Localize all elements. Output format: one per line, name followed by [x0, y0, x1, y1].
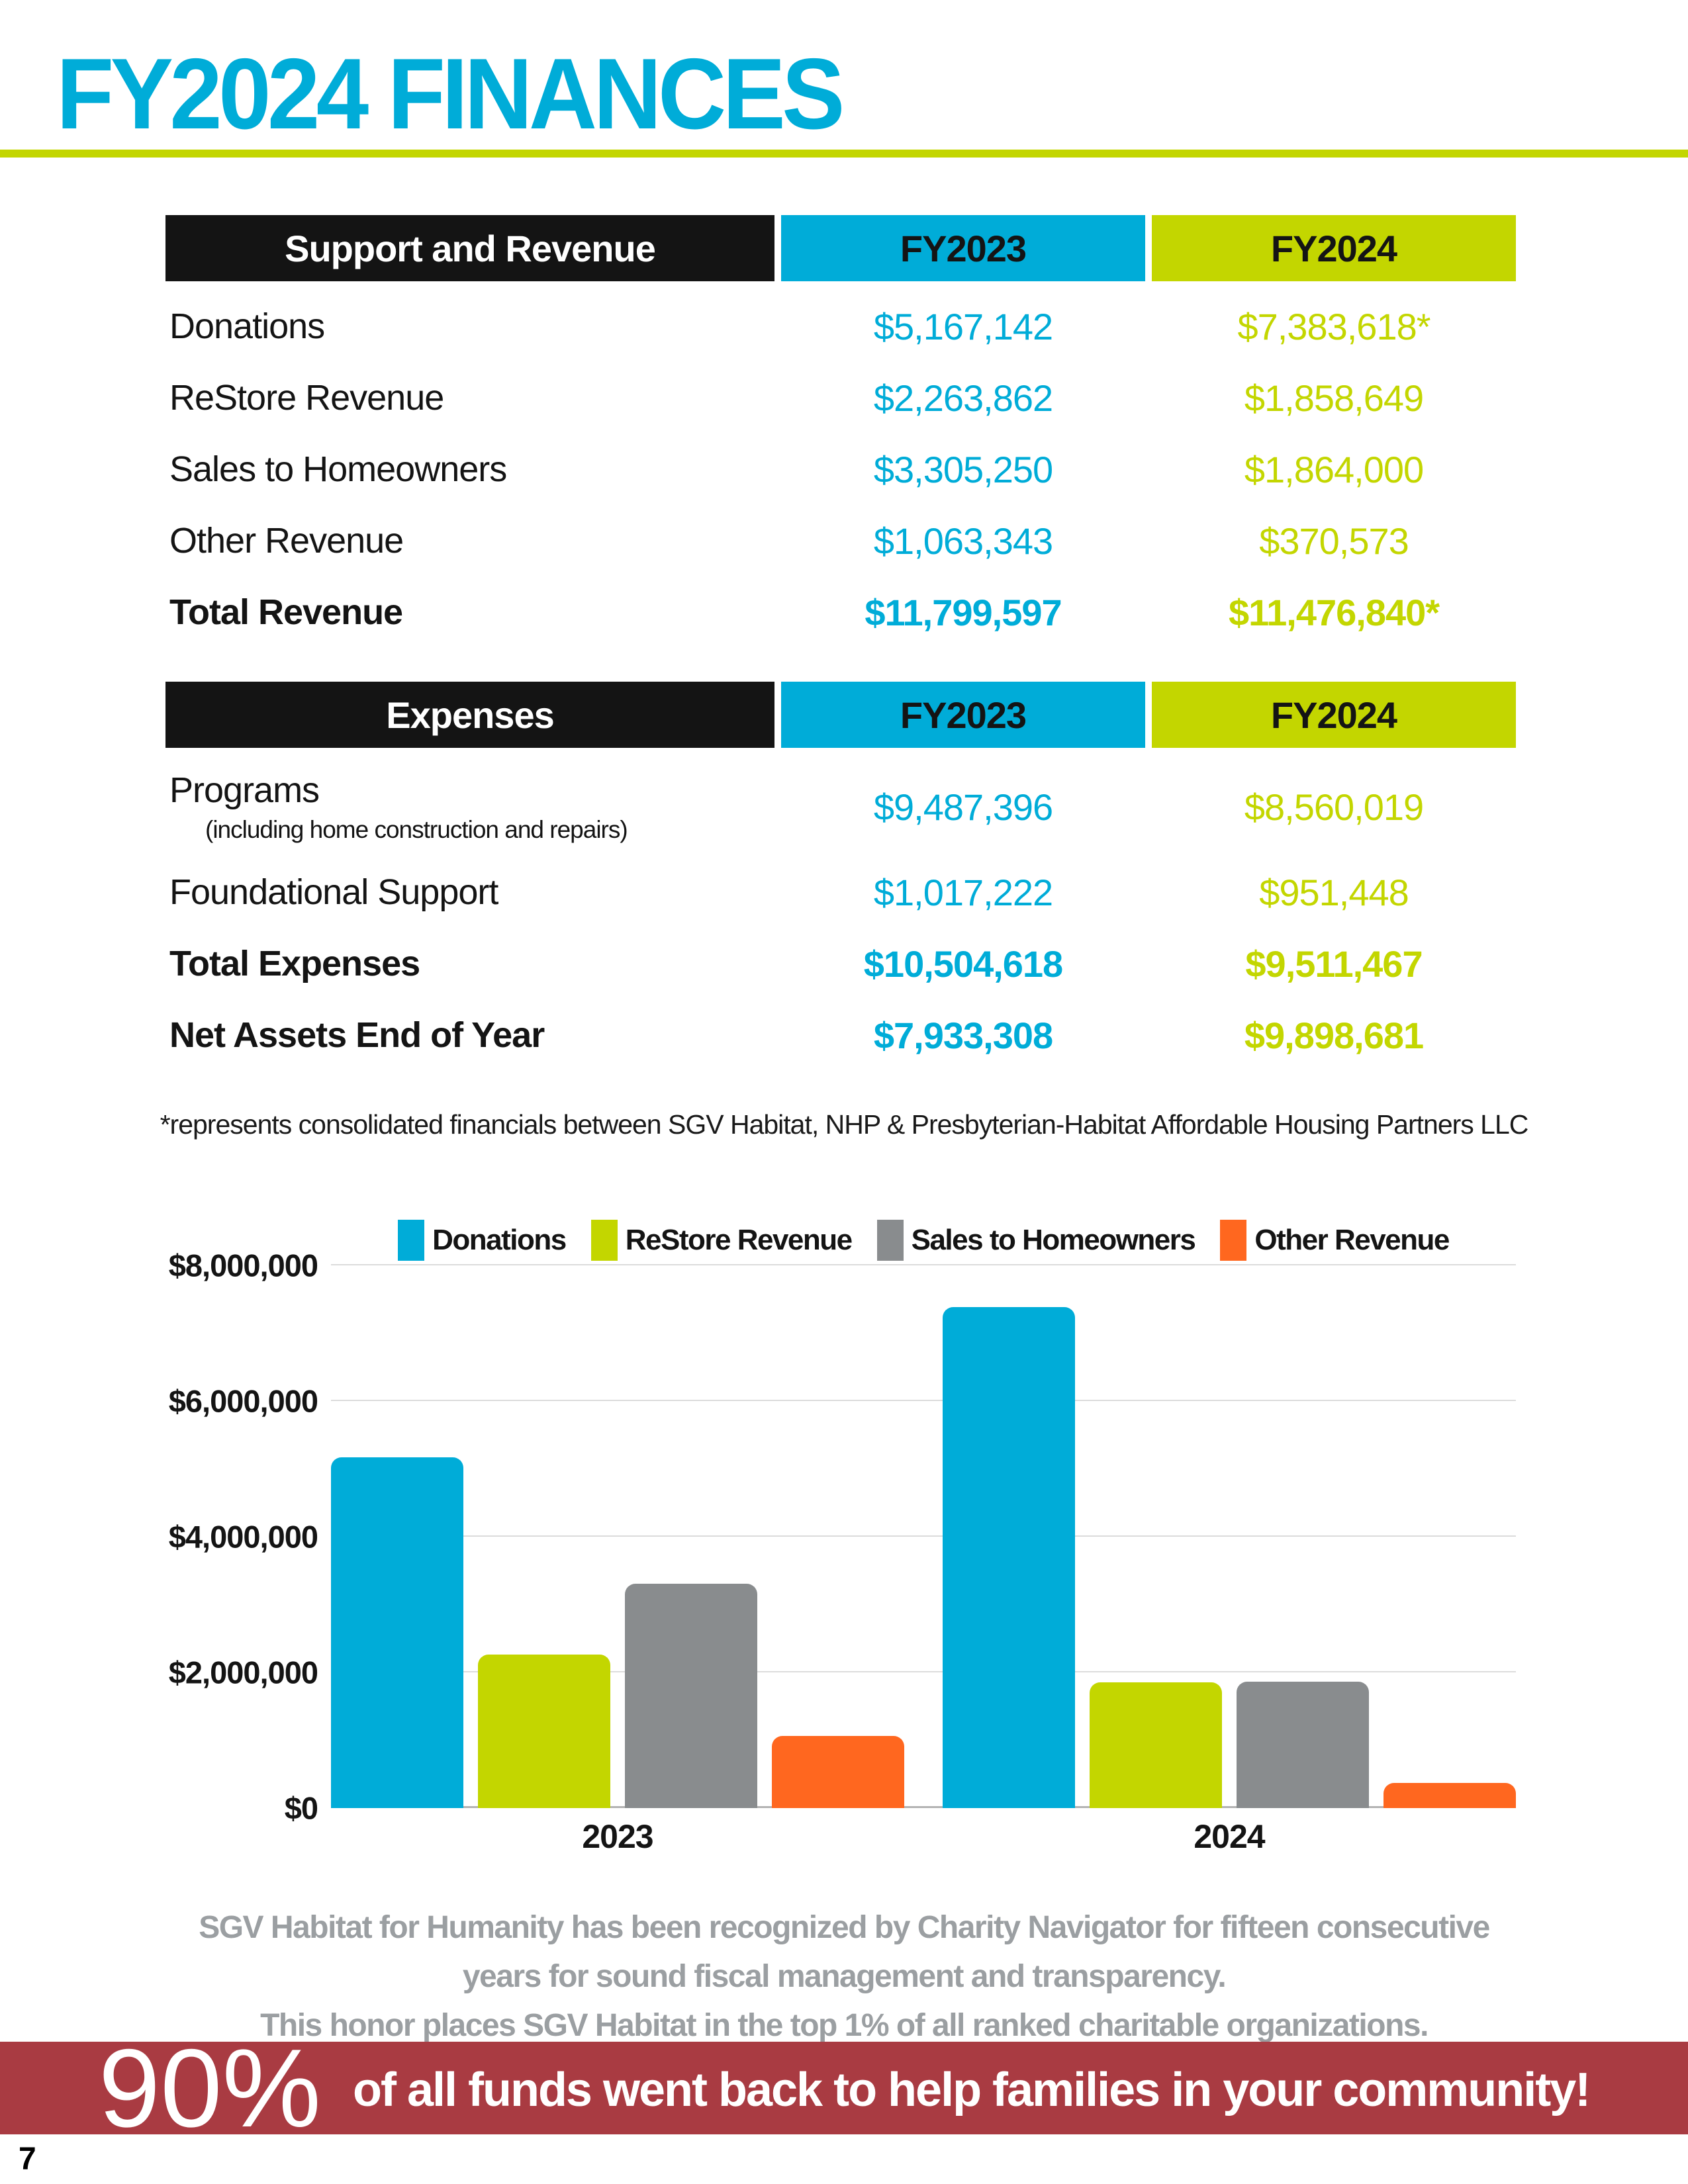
revenue-header-fy2024: FY2024 — [1152, 215, 1516, 281]
row-label: Donations — [169, 306, 325, 346]
fy2024-value: $951,448 — [1259, 871, 1409, 913]
legend-item-other-revenue: Other Revenue — [1220, 1220, 1450, 1261]
title-underline-rule — [0, 150, 1688, 158]
fy2024-value: $8,560,019 — [1244, 786, 1424, 828]
recognition-line: SGV Habitat for Humanity has been recogn… — [199, 1910, 1490, 1945]
consolidation-footnote: *represents consolidated financials betw… — [160, 1109, 1529, 1140]
expenses-table: Expenses FY2023 FY2024 Programs (includi… — [165, 682, 1516, 1071]
fy2023-value: $7,933,308 — [873, 1014, 1053, 1056]
table-row: Sales to Homeowners $3,305,250 $1,864,00… — [165, 433, 1516, 505]
chart-x-axis: 2023 2024 — [331, 1817, 1516, 1856]
fy2024-value: $9,898,681 — [1244, 1014, 1424, 1056]
fy2023-value: $1,063,343 — [873, 520, 1053, 562]
y-tick-label: $6,000,000 — [168, 1383, 318, 1419]
table-row: Donations $5,167,142 $7,383,618* — [165, 291, 1516, 362]
gridline — [331, 1400, 1516, 1401]
row-label: Foundational Support — [169, 872, 498, 912]
fy2023-value: $10,504,618 — [863, 942, 1063, 985]
bar-group-2023 — [331, 1265, 904, 1808]
expenses-header-label: Expenses — [165, 682, 774, 748]
bar-restore-revenue-2023 — [478, 1654, 610, 1808]
legend-swatch-donations — [398, 1220, 425, 1261]
impact-banner: 90% of all funds went back to help famil… — [0, 2026, 1688, 2150]
charity-navigator-recognition: SGV Habitat for Humanity has been recogn… — [0, 1903, 1688, 2050]
row-label: ReStore Revenue — [169, 378, 444, 418]
gridline — [331, 1264, 1516, 1265]
table-row-total-revenue: Total Revenue $11,799,597 $11,476,840* — [165, 576, 1516, 648]
table-row: Other Revenue $1,063,343 $370,573 — [165, 505, 1516, 576]
fy2024-value: $1,858,649 — [1244, 377, 1424, 419]
table-row-programs: Programs (including home construction an… — [165, 757, 1516, 856]
legend-label: Donations — [432, 1224, 567, 1256]
chart-plot — [331, 1264, 1516, 1808]
fy2024-value: $1,864,000 — [1244, 448, 1424, 490]
fy2023-value: $5,167,142 — [873, 305, 1053, 347]
gridline — [331, 1671, 1516, 1672]
bar-sales-to-homeowners-2023 — [625, 1584, 757, 1808]
x-axis-label-2023: 2023 — [582, 1818, 653, 1855]
fy2023-value: $9,487,396 — [873, 786, 1053, 828]
bar-donations-2023 — [331, 1457, 463, 1808]
legend-label: Other Revenue — [1254, 1224, 1450, 1256]
fy2024-value: $370,573 — [1259, 520, 1409, 562]
fy2024-value: $9,511,467 — [1245, 942, 1423, 985]
bar-donations-2024 — [943, 1307, 1075, 1808]
revenue-table-header: Support and Revenue FY2023 FY2024 — [165, 215, 1516, 281]
legend-swatch-sales-to-homeowners — [876, 1220, 904, 1261]
banner-stat: 90% — [98, 2026, 321, 2150]
row-label: Total Expenses — [169, 944, 420, 983]
x-axis-label-2024: 2024 — [1194, 1818, 1265, 1855]
bar-other-revenue-2024 — [1383, 1783, 1516, 1808]
legend-label: Sales to Homeowners — [911, 1224, 1196, 1256]
page-title: FY2024 FINANCES — [56, 38, 845, 150]
page-number: 7 — [19, 2142, 36, 2177]
y-tick-label: $0 — [284, 1790, 318, 1826]
chart-legend: Donations ReStore Revenue Sales to Homeown… — [331, 1216, 1516, 1264]
recognition-line: This honor places SGV Habitat in the top… — [260, 2008, 1429, 2043]
banner-message: of all funds went back to help families … — [352, 2064, 1591, 2116]
row-label: Other Revenue — [169, 521, 404, 561]
fy2023-value: $3,305,250 — [873, 448, 1053, 490]
legend-swatch-restore-revenue — [590, 1220, 618, 1261]
expenses-header-fy2023: FY2023 — [781, 682, 1145, 748]
support-and-revenue-table: Support and Revenue FY2023 FY2024 Donati… — [165, 215, 1516, 648]
y-tick-label: $4,000,000 — [168, 1519, 318, 1555]
gridline — [331, 1535, 1516, 1537]
bar-sales-to-homeowners-2024 — [1237, 1681, 1369, 1808]
row-label: Programs — [169, 770, 320, 810]
y-tick-label: $2,000,000 — [168, 1655, 318, 1690]
revenue-header-fy2023: FY2023 — [781, 215, 1145, 281]
revenue-header-label: Support and Revenue — [165, 215, 774, 281]
chart-y-axis: $8,000,000 $6,000,000 $4,000,000 $2,000,000… — [165, 1248, 331, 1826]
row-label: Total Revenue — [169, 592, 403, 632]
row-sublabel: (including home construction and repairs… — [205, 816, 628, 843]
row-label: Net Assets End of Year — [169, 1015, 545, 1055]
fy2024-value: $11,476,840* — [1228, 591, 1440, 633]
fy2023-value: $2,263,862 — [873, 377, 1053, 419]
table-row: ReStore Revenue $2,263,862 $1,858,649 — [165, 362, 1516, 433]
legend-label: ReStore Revenue — [625, 1224, 853, 1256]
fy2023-value: $11,799,597 — [865, 591, 1062, 633]
bar-group-2024 — [943, 1265, 1516, 1808]
expenses-header-fy2024: FY2024 — [1152, 682, 1516, 748]
table-row-total-expenses: Total Expenses $10,504,618 $9,511,467 — [165, 928, 1516, 999]
table-row-net-assets: Net Assets End of Year $7,933,308 $9,898… — [165, 999, 1516, 1071]
revenue-bar-chart: Donations ReStore Revenue Sales to Homeown… — [165, 1216, 1516, 1856]
legend-item-donations: Donations — [398, 1220, 567, 1261]
row-label: Sales to Homeowners — [169, 449, 507, 489]
x-axis-baseline — [331, 1806, 1516, 1808]
bar-restore-revenue-2024 — [1090, 1682, 1222, 1808]
y-tick-label: $8,000,000 — [168, 1248, 318, 1283]
fy2023-value: $1,017,222 — [873, 871, 1053, 913]
fy2024-value: $7,383,618* — [1237, 305, 1430, 347]
legend-item-sales-to-homeowners: Sales to Homeowners — [876, 1220, 1196, 1261]
recognition-line: years for sound fiscal management and tr… — [462, 1959, 1227, 1994]
table-row: Foundational Support $1,017,222 $951,448 — [165, 856, 1516, 928]
legend-swatch-other-revenue — [1220, 1220, 1247, 1261]
bar-other-revenue-2023 — [772, 1736, 904, 1808]
expenses-table-header: Expenses FY2023 FY2024 — [165, 682, 1516, 748]
legend-item-restore-revenue: ReStore Revenue — [590, 1220, 853, 1261]
